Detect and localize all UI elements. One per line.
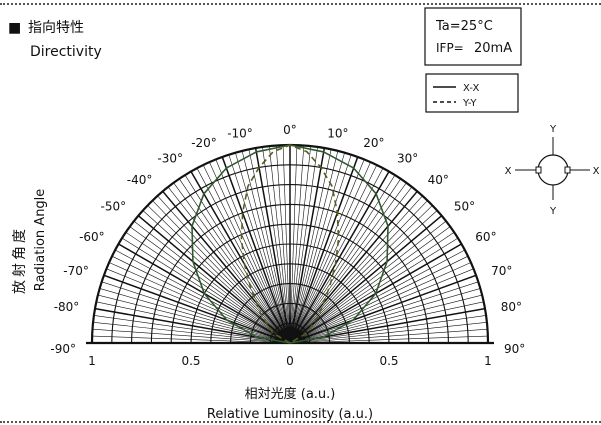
- orientation-label-top: Y: [549, 124, 557, 135]
- angle-label: 20°: [363, 136, 384, 150]
- grid-arc: [249, 302, 331, 344]
- angle-label: -30°: [157, 152, 183, 166]
- grid-arc: [210, 263, 370, 344]
- series-line-y-y: [240, 144, 340, 344]
- condition-ta: Ta=25°C: [435, 19, 493, 34]
- chart-title-en: Directivity: [30, 44, 102, 60]
- orientation-pad-right-icon: [564, 166, 571, 174]
- radial-tick-label: 0.5: [379, 354, 398, 368]
- angle-label: 50°: [454, 199, 475, 213]
- angle-label: 10°: [327, 126, 348, 140]
- angle-labels: 0° -10° -20° -30° -40°-50° -60° -70° -80° -90° 10…: [50, 123, 525, 356]
- condition-if-value: 20mA: [474, 41, 512, 56]
- radial-tick-label: 1: [88, 354, 96, 368]
- chart-title-cn: 指向特性: [28, 20, 84, 36]
- bottom-dotted-border: [0, 421, 601, 423]
- angle-label: 60°: [475, 230, 496, 244]
- legend-label-x-x: X-X: [463, 83, 479, 94]
- orientation-led-body-icon: [537, 154, 569, 186]
- orientation-label-left: X: [505, 166, 512, 177]
- grid-arc: [170, 223, 410, 344]
- radial-tick-label: 1: [484, 354, 492, 368]
- grid-arc: [230, 283, 350, 344]
- y-axis-label-cn: 放射角度: [12, 226, 28, 294]
- y-axis-label-en: Radiation Angle: [33, 189, 48, 292]
- grid-arc: [131, 184, 449, 344]
- angle-label: 40°: [428, 173, 449, 187]
- led-orientation-icon: Y Y X X: [505, 124, 600, 217]
- orientation-label-right: X: [593, 166, 600, 177]
- condition-if-prefix: IFP=: [436, 41, 464, 55]
- angle-label: -90°: [50, 342, 76, 356]
- angle-label: -20°: [191, 136, 217, 150]
- legend: X-X Y-Y: [433, 83, 479, 109]
- angle-label: -40°: [127, 173, 153, 187]
- orientation-label-bottom: Y: [549, 206, 557, 217]
- angle-label: -80°: [54, 300, 80, 314]
- x-axis-label-cn: 相対光度 (a.u.): [245, 386, 336, 402]
- orientation-pad-left-icon: [535, 166, 542, 174]
- grid-arc: [150, 203, 430, 344]
- x-axis-label-en: Relative Luminosity (a.u.): [207, 407, 373, 422]
- angle-label: -60°: [79, 230, 105, 244]
- angle-label: 70°: [491, 264, 512, 278]
- angle-label: 0°: [283, 123, 297, 137]
- angle-label: 30°: [397, 152, 418, 166]
- radial-tick-label: 0.5: [181, 354, 200, 368]
- grid-arc: [190, 243, 390, 344]
- polar-grid: [86, 143, 494, 345]
- grid-arc: [111, 164, 469, 344]
- conditions-box: [424, 7, 522, 66]
- angle-label: -70°: [63, 264, 89, 278]
- data-series: [191, 144, 389, 344]
- grid-arc: [269, 322, 311, 344]
- angle-label: 80°: [501, 300, 522, 314]
- angle-label: 90°: [504, 342, 525, 356]
- radial-tick-labels: 1 0.5 0 0.5 1: [88, 354, 492, 368]
- angle-label: -50°: [100, 199, 126, 213]
- radial-tick-label: 0: [286, 354, 294, 368]
- title-bullet: ■: [8, 20, 21, 36]
- legend-label-y-y: Y-Y: [462, 98, 477, 109]
- legend-box: [425, 73, 519, 113]
- top-dotted-border: [0, 3, 601, 5]
- angle-label: -10°: [227, 126, 253, 140]
